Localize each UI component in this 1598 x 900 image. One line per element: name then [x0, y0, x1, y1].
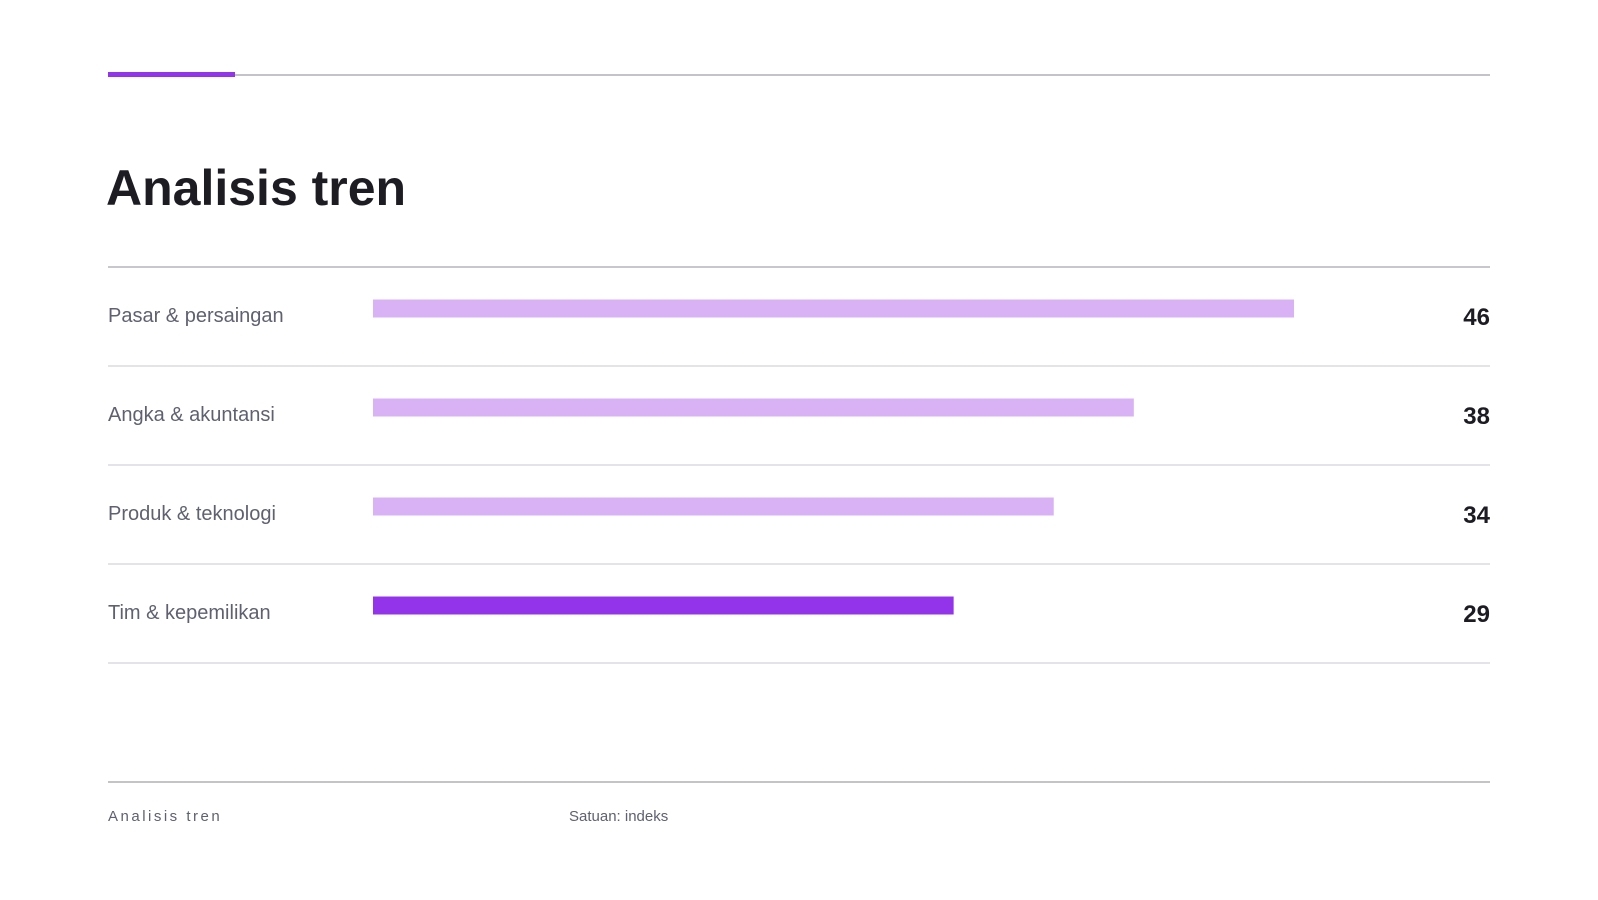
- category-label: Tim & kepemilikan: [108, 602, 271, 624]
- bar: [373, 299, 1294, 318]
- footer-title: Analisis tren: [108, 808, 222, 825]
- category-label: Angka & akuntansi: [108, 404, 275, 426]
- category-label: Pasar & persaingan: [108, 305, 284, 327]
- chart-title: Analisis tren: [106, 160, 406, 216]
- category-label: Produk & teknologi: [108, 503, 276, 525]
- bar: [373, 497, 1054, 516]
- value-label: 38: [1463, 403, 1490, 430]
- unit-note: Satuan: indeks: [569, 808, 668, 825]
- bar: [373, 596, 954, 615]
- bar: [373, 398, 1134, 417]
- value-label: 34: [1463, 502, 1490, 529]
- value-label: 29: [1463, 601, 1490, 628]
- value-label: 46: [1463, 304, 1490, 331]
